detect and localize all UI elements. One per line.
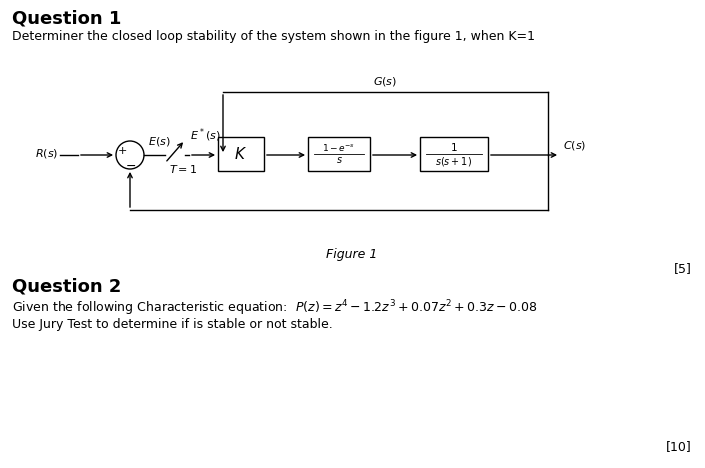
Text: Determiner the closed loop stability of the system shown in the figure 1, when K: Determiner the closed loop stability of … [12, 30, 535, 43]
Text: Question 1: Question 1 [12, 10, 121, 28]
FancyBboxPatch shape [308, 137, 370, 171]
Text: Figure 1: Figure 1 [326, 248, 378, 261]
Text: $1$: $1$ [450, 141, 458, 153]
Text: Given the following Characteristic equation:  $P(z) = z^4 - 1.2z^3 + 0.07z^2 + 0: Given the following Characteristic equat… [12, 298, 537, 318]
Text: $s(s+1)$: $s(s+1)$ [436, 155, 472, 168]
Text: $R(s)$: $R(s)$ [35, 147, 58, 161]
Text: $T = 1$: $T = 1$ [169, 163, 197, 175]
Text: $G(s)$: $G(s)$ [374, 75, 398, 88]
FancyBboxPatch shape [420, 137, 488, 171]
Text: $E^*(s)$: $E^*(s)$ [190, 126, 221, 144]
Text: [10]: [10] [666, 440, 692, 453]
Text: Question 2: Question 2 [12, 278, 121, 296]
Text: [5]: [5] [674, 262, 692, 275]
Text: $C(s)$: $C(s)$ [563, 139, 587, 152]
Text: $1-e^{-s}$: $1-e^{-s}$ [322, 142, 355, 153]
Text: Use Jury Test to determine if is stable or not stable.: Use Jury Test to determine if is stable … [12, 318, 333, 331]
Text: −: − [125, 160, 136, 173]
FancyBboxPatch shape [218, 137, 264, 171]
Text: $E(s)$: $E(s)$ [148, 136, 171, 148]
Text: $s$: $s$ [336, 155, 343, 165]
Text: $K$: $K$ [235, 146, 247, 162]
Text: +: + [117, 146, 127, 156]
